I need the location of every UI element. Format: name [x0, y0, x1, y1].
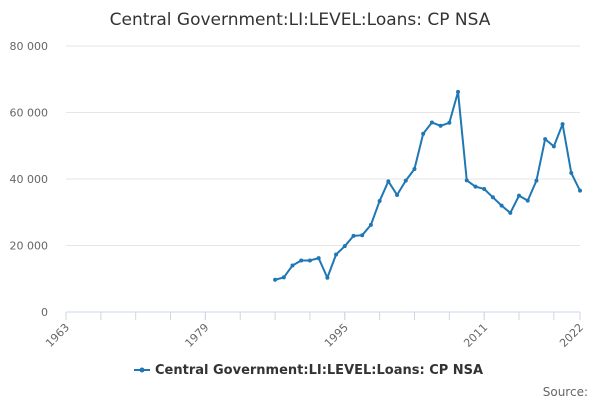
data-point[interactable] [377, 198, 382, 203]
data-point[interactable] [403, 178, 408, 183]
legend-marker-symbol [139, 367, 145, 373]
data-point[interactable] [560, 122, 565, 127]
data-point[interactable] [421, 131, 426, 136]
data-point[interactable] [517, 193, 522, 198]
data-point[interactable] [569, 171, 574, 176]
series-group [273, 89, 582, 282]
data-point[interactable] [473, 184, 478, 189]
data-point[interactable] [499, 203, 504, 208]
data-point[interactable] [525, 198, 530, 203]
data-point[interactable] [368, 222, 373, 227]
legend[interactable]: Central Government:LI:LEVEL:Loans: CP NS… [134, 363, 483, 378]
data-point[interactable] [290, 263, 295, 268]
x-axis: 1963 1979 1995 2011 2022 [43, 311, 586, 350]
data-point[interactable] [351, 233, 356, 238]
series-line [274, 90, 581, 281]
data-point[interactable] [543, 137, 548, 142]
data-point[interactable] [342, 244, 347, 249]
x-tick-label: 2011 [461, 321, 490, 350]
data-point[interactable] [578, 188, 582, 193]
y-tick-label: 40 000 [10, 173, 49, 186]
grid-lines [66, 45, 580, 313]
y-tick-label: 0 [41, 306, 48, 319]
legend-label[interactable]: Central Government:LI:LEVEL:Loans: CP NS… [155, 363, 483, 378]
credit-text[interactable]: Source: [543, 385, 588, 399]
data-point[interactable] [325, 275, 330, 280]
x-tick-label: 1979 [183, 321, 212, 350]
y-tick-label: 80 000 [10, 40, 49, 53]
data-point[interactable] [412, 167, 417, 172]
data-point[interactable] [534, 178, 539, 183]
data-point[interactable] [316, 256, 321, 261]
x-tick-label: 2022 [557, 321, 586, 350]
data-point[interactable] [482, 186, 487, 191]
data-point[interactable] [334, 252, 339, 257]
data-point[interactable] [299, 258, 304, 263]
chart-title: Central Government:LI:LEVEL:Loans: CP NS… [110, 10, 491, 30]
data-point[interactable] [438, 123, 443, 128]
data-point[interactable] [360, 233, 365, 238]
data-point[interactable] [386, 179, 391, 184]
data-point[interactable] [395, 192, 400, 197]
x-tick-label: 1995 [322, 321, 351, 350]
data-point[interactable] [551, 144, 556, 149]
data-point[interactable] [456, 89, 461, 94]
data-point[interactable] [447, 120, 452, 125]
data-point[interactable] [273, 277, 278, 282]
data-point[interactable] [429, 120, 434, 125]
y-tick-label: 60 000 [10, 107, 49, 120]
data-point[interactable] [490, 195, 495, 200]
data-point[interactable] [508, 210, 513, 215]
data-point[interactable] [281, 275, 286, 280]
data-point[interactable] [307, 258, 312, 263]
x-tick-label: 1963 [43, 321, 72, 350]
y-axis: 0 20 000 40 000 60 000 80 000 [10, 40, 49, 319]
y-tick-label: 20 000 [10, 240, 49, 253]
data-point[interactable] [464, 178, 469, 183]
